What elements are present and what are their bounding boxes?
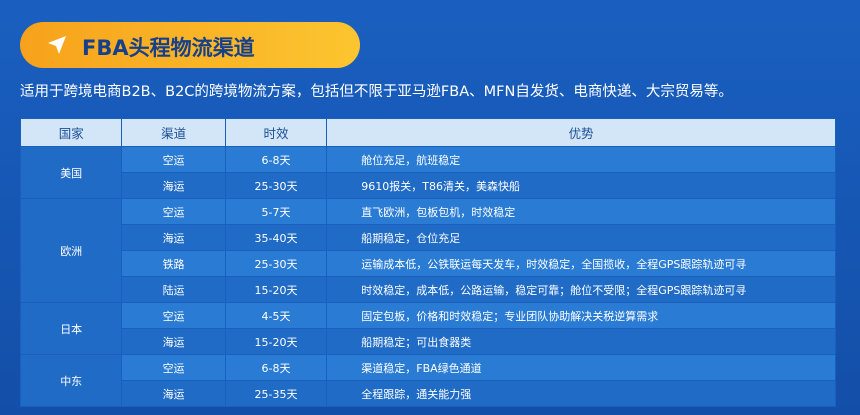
time-cell: 25-30天 xyxy=(224,172,328,199)
title: FBA头程物流渠道 xyxy=(82,36,255,60)
table-row: 海运 25-30天 9610报关，T86清关，美森快船 xyxy=(21,172,836,199)
channel-cell: 海运 xyxy=(121,380,226,407)
advantage-cell: 9610报关，T86清关，美森快船 xyxy=(326,172,836,199)
region-cell: 欧洲 xyxy=(19,198,123,303)
channel-cell: 空运 xyxy=(121,198,226,225)
channel-cell: 海运 xyxy=(121,172,226,199)
time-cell: 35-40天 xyxy=(224,224,328,251)
channel-cell: 陆运 xyxy=(121,276,226,303)
title-pill: FBA头程物流渠道 xyxy=(20,22,360,68)
advantage-cell: 直飞欧洲，包板包机，时效稳定 xyxy=(326,198,836,225)
table-row: 铁路 25-30天 运输成本低，公铁联运每天发车，时效稳定，全国揽收，全程GPS跟踪… xyxy=(21,250,836,277)
table-row: 海运 35-40天 船期稳定，仓位充足 xyxy=(21,224,836,251)
time-cell: 4-5天 xyxy=(224,302,328,329)
time-cell: 25-30天 xyxy=(224,250,328,277)
table-row: 海运 15-20天 船期稳定；可出食器类 xyxy=(21,328,836,355)
region-cell: 日本 xyxy=(19,302,123,355)
column-header: 国家 xyxy=(19,118,123,147)
channel-cell: 海运 xyxy=(121,224,226,251)
time-cell: 25-35天 xyxy=(224,380,328,407)
table-row: 日本 空运 4-5天 固定包板，价格和时效稳定；专业团队协助解决关税逆算需求 xyxy=(19,302,836,355)
advantage-cell: 固定包板，价格和时效稳定；专业团队协助解决关税逆算需求 xyxy=(326,302,836,329)
channel-cell: 海运 xyxy=(121,328,226,355)
advantage-cell: 舱位充足，航班稳定 xyxy=(326,146,836,173)
table-row: 陆运 15-20天 时效稳定，成本低，公路运输，稳定可靠；舱位不受限；全程GPS跟踪… xyxy=(21,276,836,303)
time-cell: 6-8天 xyxy=(224,354,328,381)
advantage-cell: 全程跟踪，通关能力强 xyxy=(326,380,836,407)
time-cell: 6-8天 xyxy=(224,146,328,173)
table-row: 欧洲 空运 5-7天 直飞欧洲，包板包机，时效稳定 xyxy=(19,198,836,303)
channel-cell: 空运 xyxy=(121,354,226,381)
column-header: 渠道 xyxy=(121,118,226,147)
channel-cell: 铁路 xyxy=(121,250,226,277)
table-row: 美国 空运 6-8天 舱位充足，航班稳定 xyxy=(19,146,836,199)
region-cell: 中东 xyxy=(19,354,123,407)
time-cell: 15-20天 xyxy=(224,276,328,303)
time-cell: 15-20天 xyxy=(224,328,328,355)
time-cell: 5-7天 xyxy=(224,198,328,225)
table-row: 中东 空运 6-8天 渠道稳定，FBA绿色通道 xyxy=(19,354,836,407)
column-header: 时效 xyxy=(224,118,328,147)
region-cell: 美国 xyxy=(19,146,123,199)
plane-icon xyxy=(48,36,66,54)
column-header: 优势 xyxy=(326,118,836,147)
channel-cell: 空运 xyxy=(121,302,226,329)
intro: 适用于跨境电商B2B、B2C的跨境物流方案，包括但不限于亚马逊FBA、MFN自发… xyxy=(20,84,733,100)
advantage-cell: 船期稳定，仓位充足 xyxy=(326,224,836,251)
table-row: 海运 25-35天 全程跟踪，通关能力强 xyxy=(21,380,836,407)
advantage-cell: 运输成本低，公铁联运每天发车，时效稳定，全国揽收，全程GPS跟踪轨迹可寻 xyxy=(326,250,836,277)
advantage-cell: 船期稳定；可出食器类 xyxy=(326,328,836,355)
advantage-cell: 时效稳定，成本低，公路运输，稳定可靠；舱位不受限；全程GPS跟踪轨迹可寻 xyxy=(326,276,836,303)
table: 国家 渠道 时效 优势 美国 空运 6-8天 舱位充足，航班稳定 海运 25-30天 9610报关，… xyxy=(19,118,836,407)
advantage-cell: 渠道稳定，FBA绿色通道 xyxy=(326,354,836,381)
channel-cell: 空运 xyxy=(121,146,226,173)
